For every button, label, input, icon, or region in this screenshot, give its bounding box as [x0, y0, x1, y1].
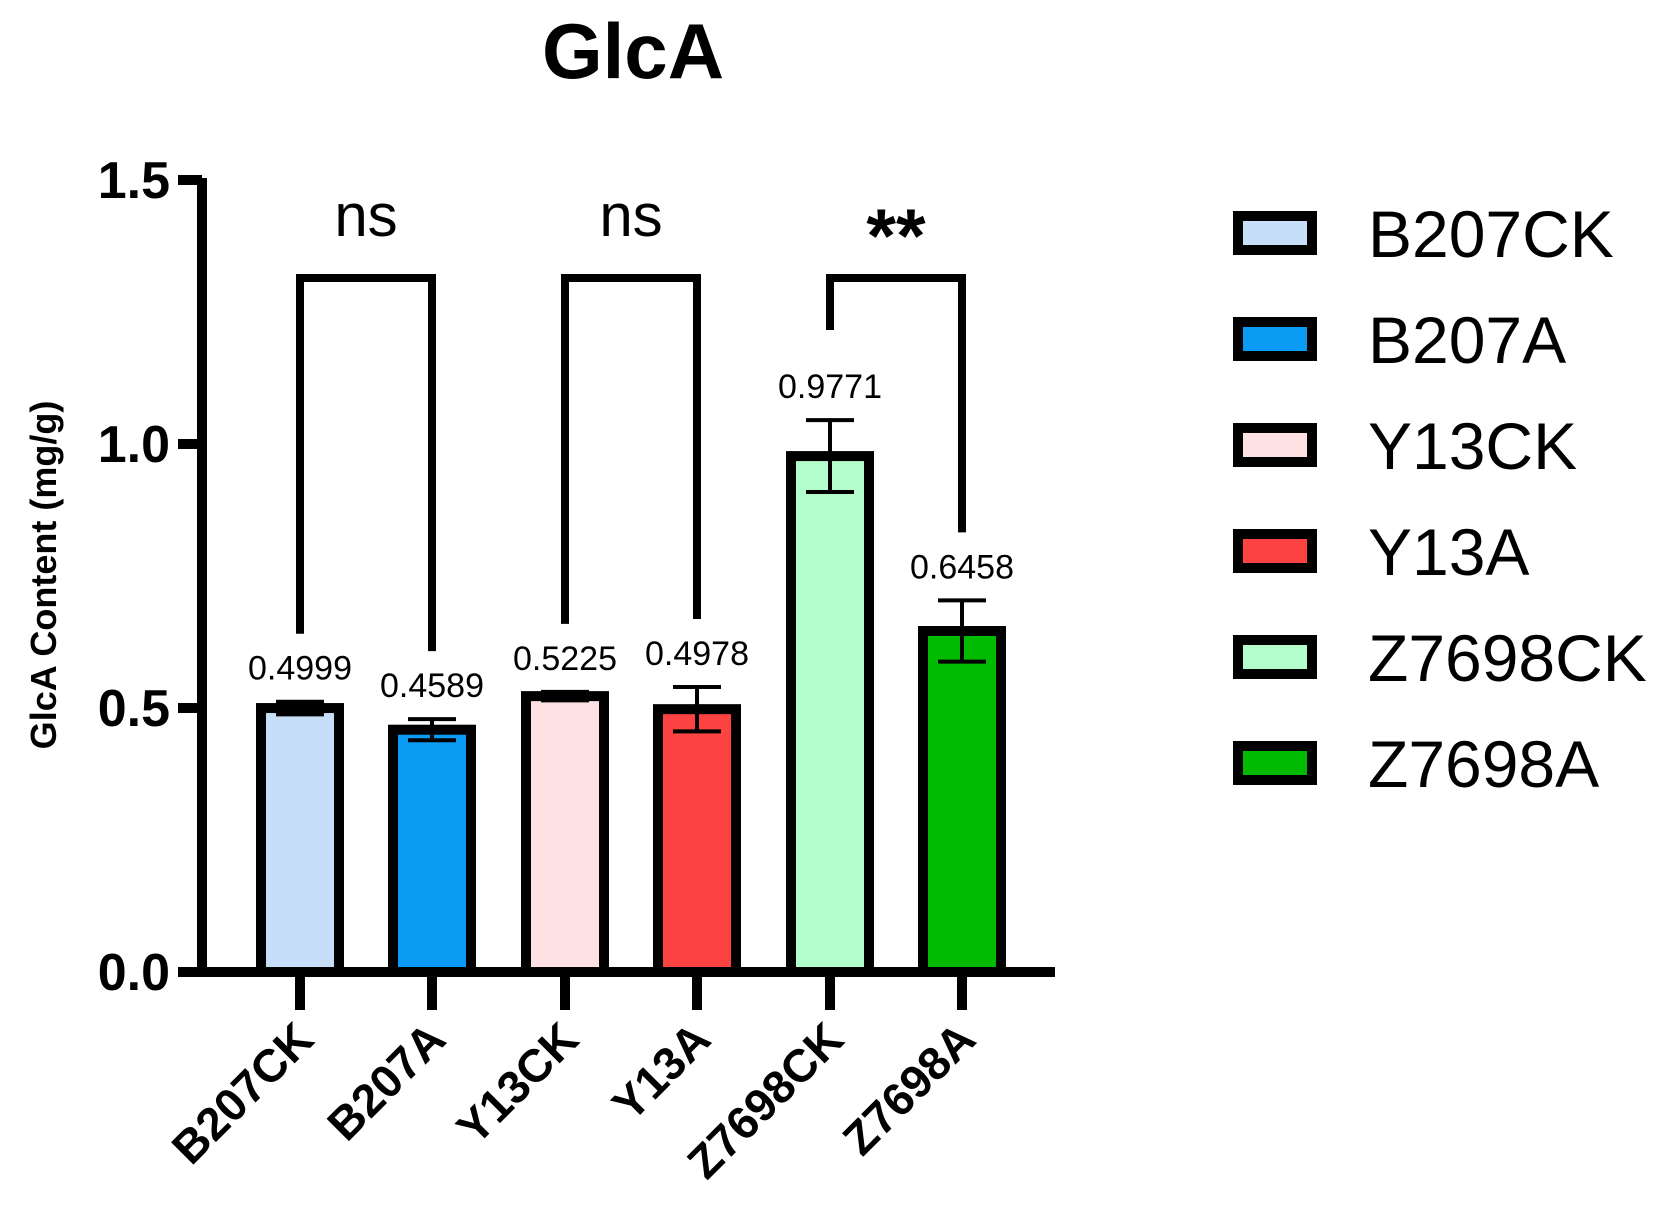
significance-bracket: [826, 274, 966, 533]
legend-label: Z7698CK: [1368, 621, 1647, 695]
bar-z7698a: [918, 626, 1006, 977]
legend-label: Z7698A: [1368, 727, 1599, 801]
significance-bracket: [296, 274, 436, 652]
legend-swatch: [1233, 635, 1317, 679]
data-label: 0.4589: [380, 667, 484, 705]
legend-swatch: [1233, 529, 1317, 573]
bar-b207a: [388, 724, 476, 977]
significance-label: **: [866, 194, 926, 279]
y-axis-label: GlcA Content (mg/g): [23, 401, 64, 750]
legend-swatch: [1233, 211, 1317, 255]
y-tick-label: 0.5: [98, 680, 170, 738]
data-label: 0.9771: [778, 368, 882, 406]
legend-swatch: [1233, 741, 1317, 785]
significance-label: ns: [334, 182, 397, 249]
legend-label: B207A: [1368, 303, 1566, 377]
legend: B207CK B207A Y13CK Y13A Z7698CK Z7698A: [1233, 197, 1647, 801]
data-labels-group: 0.4999 0.4589 0.5225 0.4978 0.9771 0.6458: [248, 368, 1014, 705]
significance-label: ns: [599, 182, 662, 249]
data-label: 0.4978: [645, 635, 749, 673]
significance-group: ns ns **: [296, 182, 966, 652]
legend-swatch: [1233, 423, 1317, 467]
legend-label: Y13CK: [1368, 409, 1577, 483]
x-tick-label: Z7698A: [833, 1012, 985, 1164]
bar-y13a: [653, 704, 741, 978]
error-bars-group: [276, 418, 986, 743]
significance-bracket: [561, 274, 701, 624]
bar-b207ck: [256, 703, 344, 977]
data-label: 0.5225: [513, 640, 617, 678]
bar-y13ck: [521, 691, 609, 977]
legend-label: Y13A: [1368, 515, 1529, 589]
legend-swatch: [1233, 317, 1317, 361]
x-tick-label: Y13A: [602, 1012, 720, 1130]
chart-title: GlcA: [542, 7, 724, 95]
x-tick-label: B207A: [317, 1012, 455, 1150]
bar-z7698ck: [786, 451, 874, 977]
x-tick-label: B207CK: [162, 1012, 324, 1174]
y-tick-label: 0.0: [98, 944, 170, 1002]
data-label: 0.6458: [910, 548, 1014, 586]
y-tick-label: 1.0: [98, 416, 170, 474]
x-tick-label: Y13CK: [446, 1012, 588, 1154]
bars-group: [256, 451, 1006, 978]
legend-label: B207CK: [1368, 197, 1614, 271]
y-tick-label: 1.5: [98, 152, 170, 210]
data-label: 0.4999: [248, 650, 352, 688]
